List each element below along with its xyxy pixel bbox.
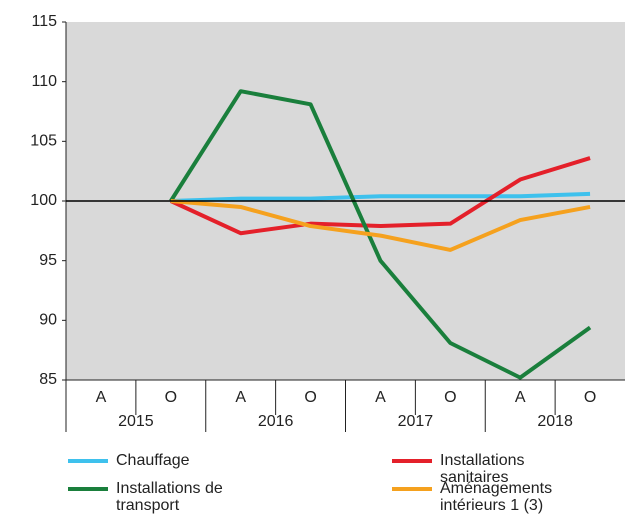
year-label: 2015 [118, 413, 154, 430]
chart: 85 90 95 100 105 110 115 A O A O A O A O 2015 2016 2017 20… [30, 13, 625, 432]
y-tick-label: 95 [39, 252, 57, 269]
x-tick-label: O [304, 389, 316, 406]
series-line [170, 199, 591, 252]
legend-item: Aménagements intérieurs 1 (3) [392, 480, 590, 514]
y-tick-label: 105 [30, 133, 57, 150]
legend-swatch [68, 487, 108, 491]
x-tick-label: A [375, 389, 386, 406]
legend-label: Installations sanitaires [440, 452, 525, 486]
x-tick-label: A [235, 389, 246, 406]
year-label: 2016 [258, 413, 294, 430]
y-tick-label: 85 [39, 371, 57, 388]
x-tick-label: O [444, 389, 456, 406]
y-tick-label: 110 [31, 73, 57, 90]
x-tick-label: A [96, 389, 107, 406]
legend-label: Chauffage [116, 452, 190, 469]
legend-label: Aménagements intérieurs 1 (3) [440, 480, 553, 514]
series-line [170, 191, 591, 203]
legend-swatch [68, 459, 108, 463]
x-tick-label: O [584, 389, 596, 406]
x-tick-label: O [165, 389, 177, 406]
x-tick-label: A [515, 389, 526, 406]
y-tick-label: 115 [31, 13, 57, 30]
legend-item: Installations sanitaires [392, 452, 590, 486]
legend-swatch [392, 487, 432, 491]
series-line [169, 89, 592, 380]
year-label: 2017 [398, 413, 434, 430]
legend-item: Chauffage [68, 452, 190, 469]
y-tick-label: 90 [39, 312, 57, 329]
y-tick-label: 100 [30, 192, 57, 209]
legend-label: Installations de transport [116, 480, 223, 514]
legend-swatch [392, 459, 432, 463]
year-label: 2018 [537, 413, 573, 430]
series-line [169, 156, 591, 236]
legend-item: Installations de transport [68, 480, 266, 514]
